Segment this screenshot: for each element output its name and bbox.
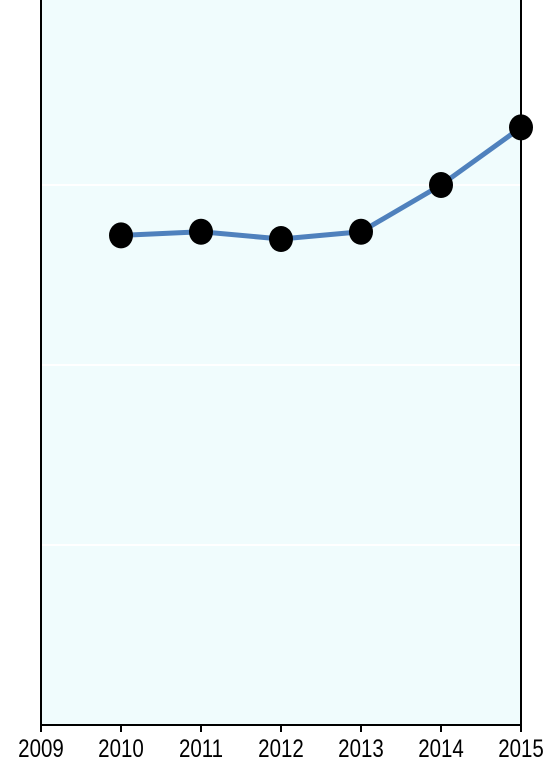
- x-tick-label: 2011: [179, 734, 223, 762]
- data-point: [349, 218, 373, 245]
- x-tick-label: 2010: [98, 734, 144, 762]
- series-line-path: [118, 124, 524, 242]
- data-point: [269, 226, 293, 252]
- x-tick-label: 2015: [498, 734, 544, 762]
- x-tick-label: 2012: [258, 734, 304, 762]
- x-tick-label: 2009: [18, 734, 64, 762]
- series-line: [118, 124, 524, 242]
- data-point: [189, 218, 213, 245]
- x-tick-label: 2013: [338, 734, 384, 762]
- x-tick-labels: 2009 2010 2011 2012 2013 2014 2015: [18, 734, 544, 762]
- x-tick-label: 2014: [418, 734, 464, 762]
- x-axis: [40, 724, 522, 732]
- data-point: [509, 114, 533, 141]
- data-point: [109, 222, 133, 249]
- plot-area: [40, 0, 522, 726]
- data-points: [109, 114, 533, 252]
- data-point: [429, 172, 453, 198]
